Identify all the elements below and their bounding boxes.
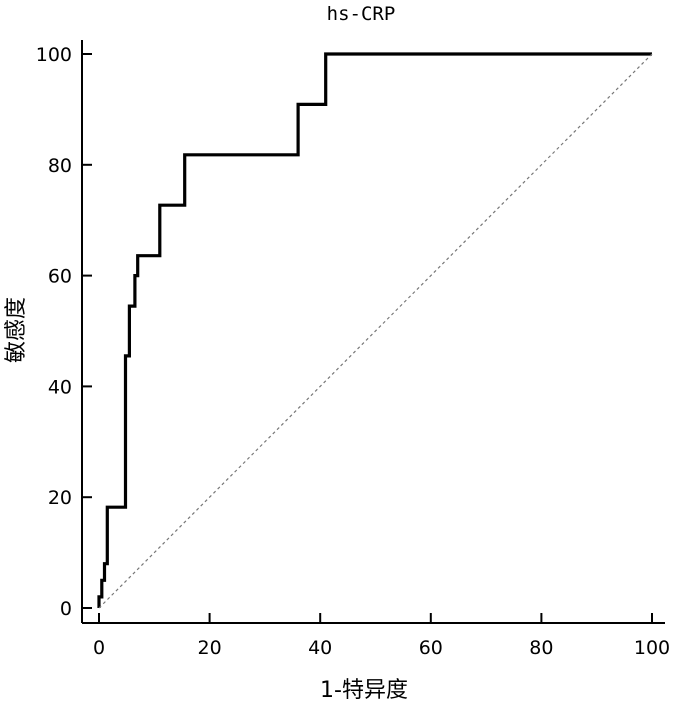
- y-tick-label: 80: [48, 155, 72, 177]
- chart-title: hs-CRP: [327, 3, 396, 25]
- x-tick-label: 80: [529, 637, 553, 659]
- roc-curve-line: [97, 52, 652, 608]
- reference-diagonal-line: [98, 53, 653, 609]
- x-tick-label: 60: [419, 637, 443, 659]
- x-axis-title: 1-特异度: [320, 678, 408, 703]
- x-tick-label: 40: [308, 637, 332, 659]
- y-tick-label: 40: [48, 376, 72, 398]
- series-layer: [97, 52, 653, 609]
- x-tick-label: 20: [198, 637, 222, 659]
- y-ticks: 0 20 40 60 80 100: [36, 44, 92, 620]
- x-tick-label: 0: [93, 637, 105, 659]
- x-ticks: 0 20 40 60 80 100: [93, 613, 670, 659]
- y-tick-label: 60: [48, 266, 72, 288]
- y-axis-title: 敏感度: [4, 297, 29, 363]
- y-tick-label: 100: [36, 44, 72, 66]
- x-tick-label: 100: [634, 637, 670, 659]
- y-tick-label: 0: [60, 598, 72, 620]
- y-tick-label: 20: [48, 487, 72, 509]
